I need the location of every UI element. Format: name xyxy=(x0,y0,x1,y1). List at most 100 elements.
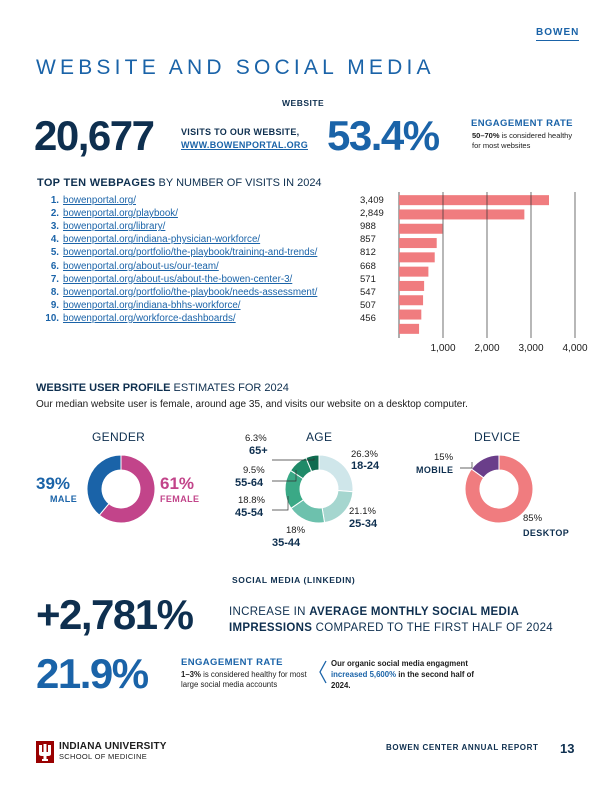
leader-line xyxy=(460,462,473,469)
page-link[interactable]: bowenportal.org/portfolio/the-playbook/t… xyxy=(63,247,318,259)
list-item: 9. bowenportal.org/indiana-bhhs-workforce… xyxy=(37,299,376,312)
age-35-pct: 18% xyxy=(286,525,306,536)
bar xyxy=(399,252,435,263)
bar xyxy=(399,238,437,249)
age-65-pct: 6.3% xyxy=(245,433,267,444)
page-link[interactable]: bowenportal.org/library/ xyxy=(63,221,166,233)
page-link[interactable]: bowenportal.org/about-us/about-the-bowen… xyxy=(63,273,293,285)
visit-count: 456 xyxy=(360,312,376,324)
page-link[interactable]: bowenportal.org/indiana-physician-workfo… xyxy=(63,234,261,246)
website-engagement-range: 50–70% xyxy=(472,131,500,140)
desktop-label: DESKTOP xyxy=(523,528,570,538)
bar xyxy=(399,223,443,234)
impr-line1-b: AVERAGE MONTHLY SOCIAL MEDIA xyxy=(309,606,520,618)
age-35-range: 35-44 xyxy=(272,537,301,549)
social-engagement-range: 1–3% xyxy=(181,670,201,679)
age-25-range: 25-34 xyxy=(349,518,378,530)
top10-heading: TOP TEN WEBPAGES BY NUMBER OF VISITS IN … xyxy=(37,177,322,189)
page-link[interactable]: bowenportal.org/about-us/our-team/ xyxy=(63,260,219,272)
mobile-label: MOBILE xyxy=(416,465,454,475)
age-leader-lines xyxy=(272,458,315,511)
visit-count: 857 xyxy=(360,234,376,246)
top10-bar-chart: 1,000 2,000 3,000 4,000 xyxy=(398,192,588,354)
callout-chevron-icon xyxy=(319,660,327,684)
gender-title: GENDER xyxy=(92,430,146,444)
mobile-leader-line xyxy=(460,462,473,469)
bar xyxy=(399,266,429,277)
impressions-stat: +2,781% xyxy=(36,591,194,638)
page-link[interactable]: bowenportal.org/ xyxy=(63,195,136,207)
rank: 8. xyxy=(50,286,59,298)
bar xyxy=(399,309,422,320)
x-tick-label: 4,000 xyxy=(562,343,587,354)
profile-subtitle: Our median website user is female, aroun… xyxy=(36,399,468,410)
impr-line2-b: COMPARED TO THE FIRST HALF OF 2024 xyxy=(312,622,553,634)
page-number: 13 xyxy=(560,741,575,756)
visits-stat: 20,677 xyxy=(34,112,155,159)
rank: 3. xyxy=(50,221,59,233)
social-engagement-note: 1–3% is considered healthy for most larg… xyxy=(181,670,311,690)
male-label: MALE xyxy=(50,494,78,504)
organic-b: in the second half of 2024. xyxy=(331,670,475,690)
rank: 4. xyxy=(50,234,59,246)
bar xyxy=(399,323,420,334)
visit-count: 571 xyxy=(360,273,376,285)
website-section-label: WEBSITE xyxy=(282,98,325,108)
age-18-pct: 26.3% xyxy=(351,449,378,460)
top10-heading-bold: TOP TEN WEBPAGES xyxy=(37,177,156,189)
bar xyxy=(399,295,424,306)
page-link[interactable]: bowenportal.org/indiana-bhhs-workforce/ xyxy=(63,299,241,311)
bar xyxy=(399,280,425,291)
social-engagement-note-text: is considered healthy for most large soc… xyxy=(181,670,307,689)
x-tick-label: 1,000 xyxy=(430,343,455,354)
school-name: SCHOOL OF MEDICINE xyxy=(59,752,148,761)
list-item: 2. bowenportal.org/playbook/2,849 xyxy=(37,207,384,220)
iu-trident-icon xyxy=(36,741,54,763)
profile-heading-rest: ESTIMATES FOR 2024 xyxy=(170,382,289,394)
leader-line xyxy=(272,458,315,461)
x-tick-label: 3,000 xyxy=(518,343,543,354)
organic-highlight: increased 5,600% xyxy=(331,670,397,679)
rank: 10. xyxy=(45,312,59,324)
page-link[interactable]: bowenportal.org/playbook/ xyxy=(63,208,178,220)
page-link[interactable]: bowenportal.org/portfolio/the-playbook/n… xyxy=(63,286,318,298)
visit-count: 988 xyxy=(360,221,376,233)
page-title: WEBSITE AND SOCIAL MEDIA xyxy=(36,56,435,79)
leader-line xyxy=(272,470,297,482)
rank: 9. xyxy=(50,299,59,311)
profile-heading: WEBSITE USER PROFILE ESTIMATES FOR 2024 xyxy=(36,382,289,394)
gender-donut xyxy=(86,454,156,524)
age-18-range: 18-24 xyxy=(351,460,380,472)
age-title: AGE xyxy=(306,430,333,444)
profile-heading-bold: WEBSITE USER PROFILE xyxy=(36,382,171,394)
impressions-description: INCREASE IN AVERAGE MONTHLY SOCIAL MEDIA… xyxy=(229,604,553,636)
age-65-range: 65+ xyxy=(249,445,268,457)
organic-a: Our organic social media engagment xyxy=(331,659,468,668)
website-engagement-heading: ENGAGEMENT RATE xyxy=(471,118,573,129)
rank: 7. xyxy=(50,273,59,285)
organic-note: Our organic social media engagment incre… xyxy=(331,658,481,691)
list-item: 4. bowenportal.org/indiana-physician-work… xyxy=(37,233,376,246)
female-slice xyxy=(98,454,156,524)
mobile-slice xyxy=(470,454,500,479)
bar xyxy=(399,195,549,206)
website-link[interactable]: WWW.BOWENPORTAL.ORG xyxy=(181,140,309,150)
visit-count: 3,409 xyxy=(360,195,384,207)
visit-count: 812 xyxy=(360,247,376,259)
list-item: 6. bowenportal.org/about-us/our-team/668 xyxy=(37,259,376,272)
report-title: BOWEN CENTER ANNUAL REPORT xyxy=(386,743,539,752)
page-link[interactable]: bowenportal.org/workforce-dashboards/ xyxy=(63,312,236,324)
desktop-pct: 85% xyxy=(523,513,543,524)
device-title: DEVICE xyxy=(474,430,521,444)
age-45-range: 45-54 xyxy=(235,507,264,519)
visit-count: 507 xyxy=(360,299,376,311)
age-45-pct: 18.8% xyxy=(238,495,265,506)
list-item: 8. bowenportal.org/portfolio/the-playbook… xyxy=(37,286,376,299)
list-item: 1. bowenportal.org/3,409 xyxy=(37,194,384,207)
age-donut xyxy=(284,454,354,524)
male-pct: 39% xyxy=(36,474,71,493)
female-pct: 61% xyxy=(160,474,195,493)
x-tick-label: 2,000 xyxy=(474,343,499,354)
social-section-label: SOCIAL MEDIA (LINKEDIN) xyxy=(232,575,356,585)
mobile-pct: 15% xyxy=(434,452,454,463)
